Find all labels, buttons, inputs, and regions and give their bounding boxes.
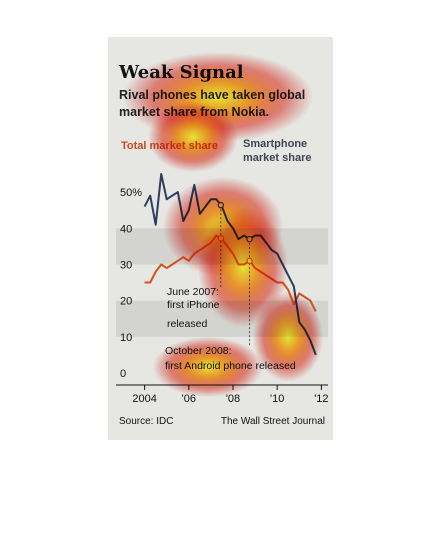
x-tick-label: '06 — [182, 393, 196, 405]
x-tick-label: '10 — [270, 393, 284, 405]
annotation-iphone-line-2: first iPhone — [167, 299, 220, 311]
chart: Weak Signal Rival phones have taken glob… — [116, 62, 329, 427]
x-axis: 2004 '06 '08 '10 '12 — [132, 385, 329, 405]
annotation-marker — [246, 257, 253, 265]
y-axis: 0 10 20 30 40 50% — [120, 187, 142, 380]
y-tick-label: 0 — [120, 368, 126, 380]
x-tick-label: '12 — [314, 393, 328, 405]
annotation-iphone-line-1: June 2007: — [167, 286, 219, 298]
annotation-iphone-line-3: released — [167, 318, 207, 330]
legend-smartphone-label-line-1: Smartphone — [243, 138, 307, 150]
annotation-android-line-1: October 2008: — [165, 345, 232, 357]
legend-smartphone-label-line-2: market share — [243, 152, 312, 164]
credit-text: The Wall Street Journal — [221, 416, 325, 427]
chart-title: Weak Signal — [118, 62, 244, 83]
source-text: Source: IDC — [119, 416, 173, 427]
chart-subtitle-line-2: market share from Nokia. — [119, 105, 269, 119]
legend-total-label: Total market share — [121, 140, 218, 152]
chart-panel: Weak Signal Rival phones have taken glob… — [108, 37, 333, 440]
annotation-android-line-2: first Android phone released — [165, 360, 296, 372]
annotation-marker — [217, 201, 225, 209]
y-tick-label: 10 — [120, 332, 132, 344]
x-tick-label: '08 — [226, 393, 240, 405]
y-tick-label: 20 — [120, 296, 132, 308]
y-tick-label: 30 — [120, 259, 132, 271]
grid-band-2 — [116, 228, 328, 265]
chart-subtitle-line-1: Rival phones have taken global — [119, 88, 305, 102]
annotation-marker — [217, 235, 225, 242]
x-tick-label: 2004 — [132, 393, 156, 405]
y-tick-label: 50% — [120, 187, 142, 199]
annotation-marker — [246, 235, 253, 243]
y-tick-label: 40 — [120, 223, 132, 235]
